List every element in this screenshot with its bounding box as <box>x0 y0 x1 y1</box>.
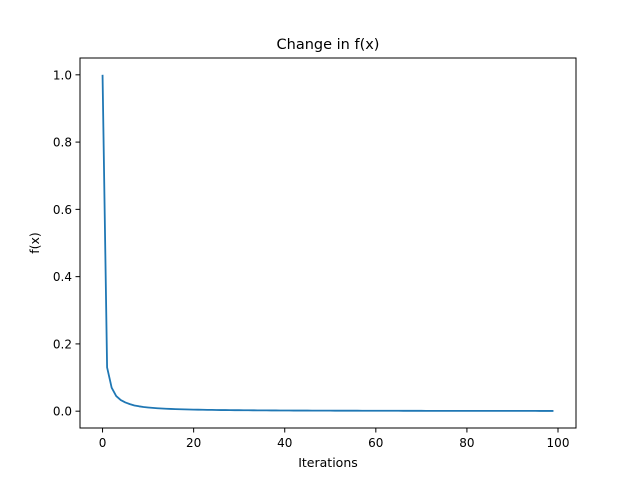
y-tick-label: 0.6 <box>53 203 72 217</box>
x-tick-label: 80 <box>459 436 474 450</box>
x-axis-label: Iterations <box>298 455 358 470</box>
x-axis-ticks: 0 20 40 60 80 100 <box>99 428 570 450</box>
y-tick-label: 0.4 <box>53 270 72 284</box>
x-tick-label: 0 <box>99 436 107 450</box>
y-tick-label: 0.8 <box>53 136 72 150</box>
x-tick-label: 60 <box>368 436 383 450</box>
y-tick-label: 1.0 <box>53 68 72 82</box>
x-tick-label: 100 <box>547 436 570 450</box>
chart-title: Change in f(x) <box>277 37 380 53</box>
plot-frame <box>79 57 577 429</box>
y-tick-label: 0.0 <box>53 405 72 419</box>
y-axis-ticks: 0.0 0.2 0.4 0.6 0.8 1.0 <box>53 68 80 419</box>
y-tick-label: 0.2 <box>53 337 72 351</box>
x-tick-label: 20 <box>186 436 201 450</box>
series-layer <box>101 74 554 412</box>
series-line-0 <box>101 74 554 412</box>
y-axis-label: f(x) <box>27 232 42 254</box>
x-tick-label: 40 <box>277 436 292 450</box>
